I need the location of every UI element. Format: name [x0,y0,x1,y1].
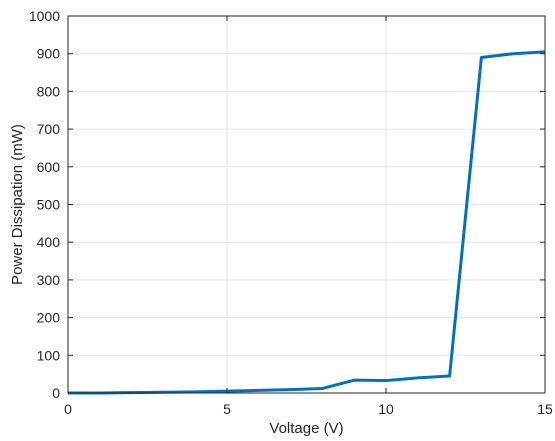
x-axis-label: Voltage (V) [269,420,343,437]
y-tick-labels: 0 100 200 300 400 500 600 700 800 900 1000 [29,8,60,401]
tick-marks [67,15,546,394]
grid-lines [68,16,545,393]
x-tick-label: 10 [378,401,394,417]
y-tick-label: 900 [37,46,61,62]
y-tick-label: 1000 [29,8,60,24]
y-tick-label: 0 [52,385,60,401]
data-series [68,50,546,395]
series-line-0 [68,50,546,395]
y-tick-label: 500 [37,197,61,213]
y-tick-label: 800 [37,83,61,99]
y-tick-label: 100 [37,347,61,363]
x-tick-label: 15 [537,401,553,417]
y-tick-label: 700 [37,121,61,137]
y-tick-label: 200 [37,310,61,326]
x-tick-labels: 0 5 10 15 [64,401,553,417]
y-tick-label: 300 [37,272,61,288]
y-tick-label: 400 [37,234,61,250]
y-axis-label: Power Dissipation (mW) [9,124,26,285]
y-tick-label: 600 [37,159,61,175]
x-tick-label: 0 [64,401,72,417]
x-tick-label: 5 [223,401,231,417]
